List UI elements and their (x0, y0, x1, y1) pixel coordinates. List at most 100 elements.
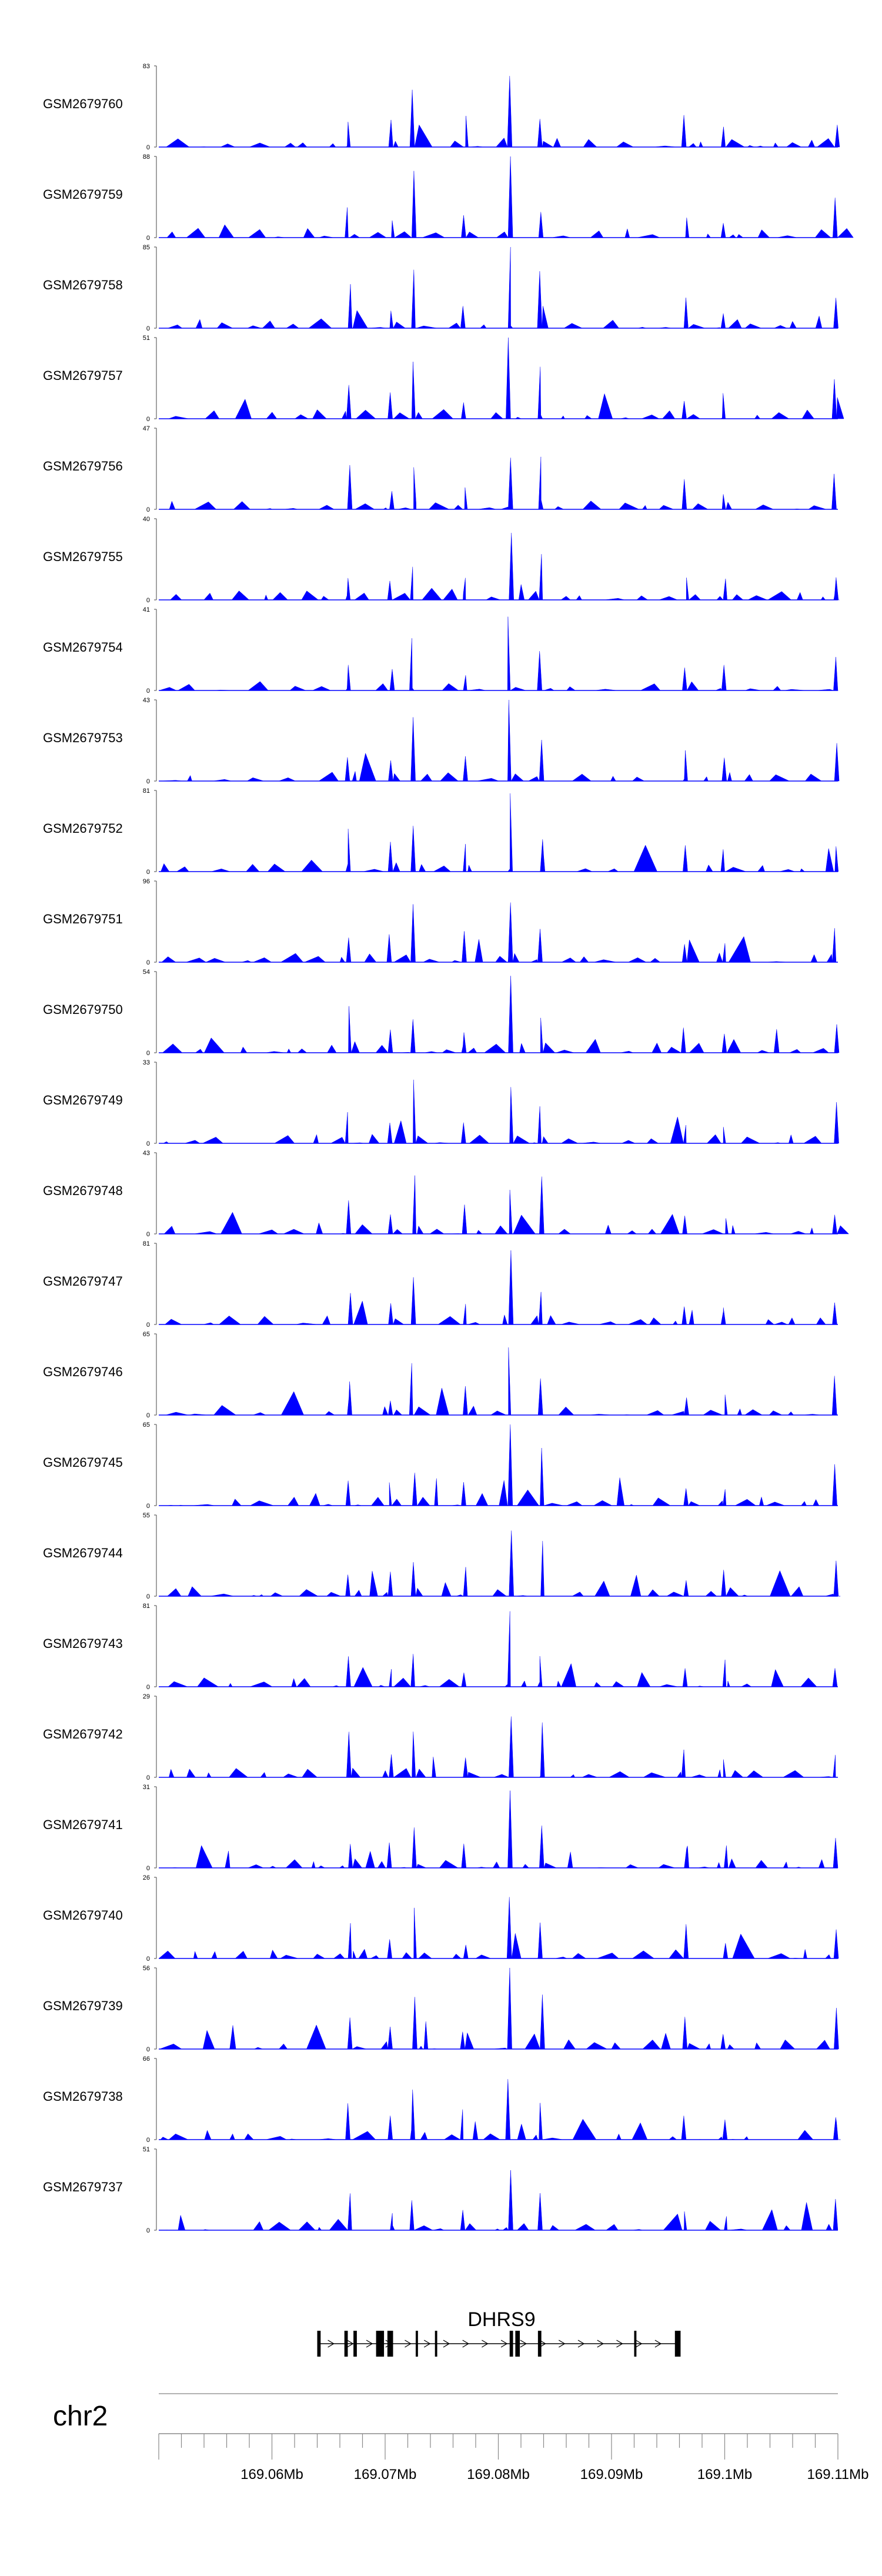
signal-area (159, 616, 838, 691)
strand-arrow (366, 2340, 373, 2348)
signal-track: GSM2679755 40 0 (43, 516, 840, 604)
signal-track: GSM2679743 81 0 (43, 1603, 838, 1691)
y-max-label: 56 (143, 1965, 150, 1972)
track-name-label: GSM2679759 (43, 187, 123, 202)
strand-arrow (597, 2340, 604, 2348)
signal-area (159, 2079, 841, 2140)
strand-arrow (346, 2340, 354, 2348)
strand-arrow (635, 2340, 643, 2348)
y-max-label: 51 (143, 2146, 150, 2153)
signal-area (159, 902, 838, 963)
exon-block (376, 2331, 385, 2357)
y-zero-label: 0 (146, 1231, 150, 1238)
track-name-label: GSM2679749 (43, 1093, 123, 1107)
strand-arrow (539, 2340, 546, 2348)
y-max-label: 51 (143, 335, 150, 342)
y-zero-label: 0 (146, 2227, 150, 2234)
y-zero-label: 0 (146, 325, 150, 332)
signal-track: GSM2679742 29 0 (43, 1693, 838, 1781)
y-max-label: 65 (143, 1422, 150, 1429)
signal-tracks: GSM2679760830GSM2679759880GSM2679758850G… (43, 63, 854, 2234)
y-zero-label: 0 (146, 869, 150, 876)
track-name-label: GSM2679748 (43, 1183, 123, 1198)
strand-arrow (405, 2340, 412, 2348)
y-zero-label: 0 (146, 1503, 150, 1510)
y-max-label: 33 (143, 1059, 150, 1066)
track-name-label: GSM2679752 (43, 821, 123, 836)
y-max-label: 85 (143, 244, 150, 251)
y-max-label: 47 (143, 425, 150, 432)
signal-area (159, 1611, 838, 1687)
y-zero-label: 0 (146, 1774, 150, 1781)
track-name-label: GSM2679740 (43, 1908, 123, 1923)
y-max-label: 43 (143, 697, 150, 704)
y-zero-label: 0 (146, 506, 150, 513)
strand-arrow (482, 2340, 489, 2348)
signal-track: GSM2679740 26 0 (43, 1874, 839, 1963)
track-name-label: GSM2679746 (43, 1364, 123, 1379)
signal-area (159, 2170, 838, 2231)
track-name-label: GSM2679741 (43, 1817, 123, 1832)
signal-area (159, 76, 840, 148)
axis-tick-label: 169.07Mb (354, 2467, 417, 2482)
signal-track: GSM2679745 65 0 (43, 1422, 838, 1510)
axis-tick-label: 169.06Mb (240, 2467, 303, 2482)
track-name-label: GSM2679760 (43, 96, 123, 111)
strand-arrow (558, 2340, 566, 2348)
exon-block (634, 2331, 637, 2357)
chromosome-label: chr2 (53, 2401, 108, 2432)
strand-arrow (328, 2340, 335, 2348)
track-name-label: GSM2679744 (43, 1546, 123, 1560)
signal-track: GSM2679754 41 0 (43, 606, 838, 695)
track-name-label: GSM2679754 (43, 640, 123, 655)
track-name-label: GSM2679751 (43, 912, 123, 926)
signal-area (159, 793, 839, 872)
track-name-label: GSM2679753 (43, 730, 123, 745)
signal-area (159, 1347, 838, 1416)
track-name-label: GSM2679739 (43, 1998, 123, 2013)
track-name-label: GSM2679750 (43, 1002, 123, 1017)
signal-area (159, 976, 840, 1053)
y-zero-label: 0 (146, 1956, 150, 1963)
y-max-label: 31 (143, 1784, 150, 1791)
exon-block (435, 2331, 437, 2357)
y-zero-label: 0 (146, 1593, 150, 1600)
axis-tick-label: 169.11Mb (807, 2467, 869, 2482)
track-name-label: GSM2679742 (43, 1727, 123, 1741)
y-max-label: 40 (143, 516, 150, 523)
signal-track: GSM2679759 88 0 (43, 154, 854, 242)
strand-arrow (462, 2340, 469, 2348)
strand-arrow (520, 2340, 527, 2348)
signal-area (159, 156, 854, 238)
signal-track: GSM2679737 51 0 (43, 2146, 838, 2234)
exon-block (415, 2331, 418, 2357)
strand-arrow (654, 2340, 662, 2348)
signal-track: GSM2679750 54 0 (43, 969, 840, 1057)
track-name-label: GSM2679737 (43, 2180, 123, 2194)
signal-area (159, 699, 840, 782)
y-zero-label: 0 (146, 778, 150, 785)
y-max-label: 54 (143, 969, 150, 976)
signal-track: GSM2679757 51 0 (43, 335, 844, 423)
y-zero-label: 0 (146, 597, 150, 604)
y-max-label: 55 (143, 1512, 150, 1519)
y-max-label: 96 (143, 878, 150, 885)
signal-area (159, 1424, 838, 1506)
y-zero-label: 0 (146, 688, 150, 695)
gene-name-label: DHRS9 (467, 2308, 535, 2331)
signal-area (159, 456, 838, 510)
track-name-label: GSM2679738 (43, 2089, 123, 2104)
signal-track: GSM2679749 33 0 (43, 1059, 839, 1147)
exon-block (387, 2331, 393, 2357)
axis-tick-label: 169.09Mb (580, 2467, 643, 2482)
y-max-label: 88 (143, 154, 150, 161)
track-name-label: GSM2679743 (43, 1636, 123, 1651)
y-zero-label: 0 (146, 416, 150, 423)
genome-axis: chr2 169.06Mb 169.07Mb 169.08Mb 169.09Mb 169… (53, 2393, 869, 2482)
y-max-label: 81 (143, 788, 150, 795)
y-zero-label: 0 (146, 144, 150, 151)
exon-block (317, 2331, 321, 2357)
signal-area (159, 1250, 838, 1325)
signal-track: GSM2679752 81 0 (43, 788, 839, 876)
exon-block (537, 2331, 542, 2357)
